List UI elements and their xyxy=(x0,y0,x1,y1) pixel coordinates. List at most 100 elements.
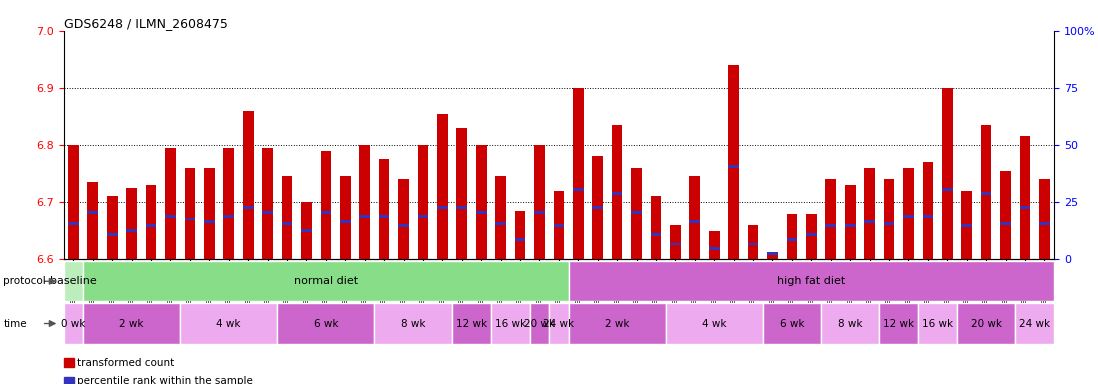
Bar xyxy=(728,65,739,259)
Bar xyxy=(359,145,370,259)
Bar xyxy=(918,303,957,344)
Text: 6 wk: 6 wk xyxy=(780,318,804,329)
Bar xyxy=(748,225,759,259)
Bar xyxy=(612,125,623,259)
Bar xyxy=(573,188,584,191)
Bar xyxy=(651,196,661,259)
Bar xyxy=(690,220,701,223)
Bar xyxy=(826,224,836,227)
Bar xyxy=(728,165,739,168)
Bar xyxy=(64,261,83,301)
Bar xyxy=(922,162,933,259)
Bar xyxy=(1020,136,1030,259)
Bar xyxy=(83,261,569,301)
Bar xyxy=(475,145,486,259)
Bar xyxy=(549,303,569,344)
Text: 20 wk: 20 wk xyxy=(524,318,554,329)
Bar xyxy=(223,148,234,259)
Bar xyxy=(243,111,254,259)
Bar xyxy=(165,215,176,218)
Bar xyxy=(651,233,661,237)
Text: 4 wk: 4 wk xyxy=(702,318,727,329)
Text: 24 wk: 24 wk xyxy=(1019,318,1050,329)
Bar xyxy=(806,233,817,237)
Bar xyxy=(457,206,467,209)
Bar xyxy=(107,233,117,237)
Bar xyxy=(962,191,972,259)
Bar xyxy=(399,224,408,227)
Bar xyxy=(748,243,759,245)
Bar xyxy=(709,247,719,250)
Bar xyxy=(709,231,719,259)
Text: 24 wk: 24 wk xyxy=(544,318,574,329)
Bar xyxy=(569,261,1054,301)
Bar xyxy=(223,215,234,218)
Bar xyxy=(786,238,797,241)
Bar xyxy=(786,214,797,259)
Bar xyxy=(1039,179,1050,259)
Bar xyxy=(399,179,408,259)
Bar xyxy=(452,303,491,344)
Bar xyxy=(573,88,584,259)
Bar xyxy=(1000,222,1011,225)
Text: percentile rank within the sample: percentile rank within the sample xyxy=(77,376,253,384)
Bar xyxy=(282,176,292,259)
Bar xyxy=(180,303,278,344)
Bar xyxy=(204,168,215,259)
Bar xyxy=(1020,206,1030,209)
Text: 2 wk: 2 wk xyxy=(120,318,144,329)
Bar xyxy=(437,206,448,209)
Text: 16 wk: 16 wk xyxy=(495,318,526,329)
Bar xyxy=(553,191,564,259)
Bar xyxy=(475,211,486,214)
Bar xyxy=(981,192,991,195)
Bar xyxy=(379,159,390,259)
Bar xyxy=(942,188,953,191)
Text: 8 wk: 8 wk xyxy=(401,318,426,329)
Bar xyxy=(1000,170,1011,259)
Bar xyxy=(884,179,895,259)
Bar xyxy=(763,303,821,344)
Bar xyxy=(374,303,452,344)
Bar xyxy=(417,145,428,259)
Bar xyxy=(957,303,1016,344)
Bar xyxy=(495,176,506,259)
Bar xyxy=(301,202,312,259)
Bar xyxy=(184,217,195,220)
Bar xyxy=(184,168,195,259)
Bar xyxy=(417,215,428,218)
Bar xyxy=(515,238,525,241)
Bar xyxy=(826,179,836,259)
Bar xyxy=(922,215,933,218)
Bar xyxy=(457,128,467,259)
Bar xyxy=(491,303,529,344)
Bar xyxy=(962,224,972,227)
Text: high fat diet: high fat diet xyxy=(777,276,845,286)
Bar xyxy=(864,220,875,223)
Bar xyxy=(1016,303,1054,344)
Bar xyxy=(437,114,448,259)
Bar xyxy=(690,176,701,259)
Bar xyxy=(942,88,953,259)
Text: time: time xyxy=(3,318,27,329)
Bar xyxy=(903,215,914,218)
Bar xyxy=(529,303,549,344)
Bar xyxy=(534,211,545,214)
Bar xyxy=(262,148,273,259)
Bar xyxy=(126,229,137,232)
Bar xyxy=(821,303,879,344)
Bar xyxy=(553,224,564,227)
Bar xyxy=(146,185,156,259)
Bar xyxy=(884,222,895,225)
Bar xyxy=(981,125,991,259)
Bar xyxy=(864,168,875,259)
Bar xyxy=(844,185,855,259)
Bar xyxy=(68,145,79,259)
Bar xyxy=(68,222,79,225)
Bar xyxy=(768,253,777,259)
Bar xyxy=(903,168,914,259)
Text: transformed count: transformed count xyxy=(77,358,175,368)
Bar xyxy=(282,222,292,225)
Bar xyxy=(879,303,918,344)
Bar xyxy=(593,156,603,259)
